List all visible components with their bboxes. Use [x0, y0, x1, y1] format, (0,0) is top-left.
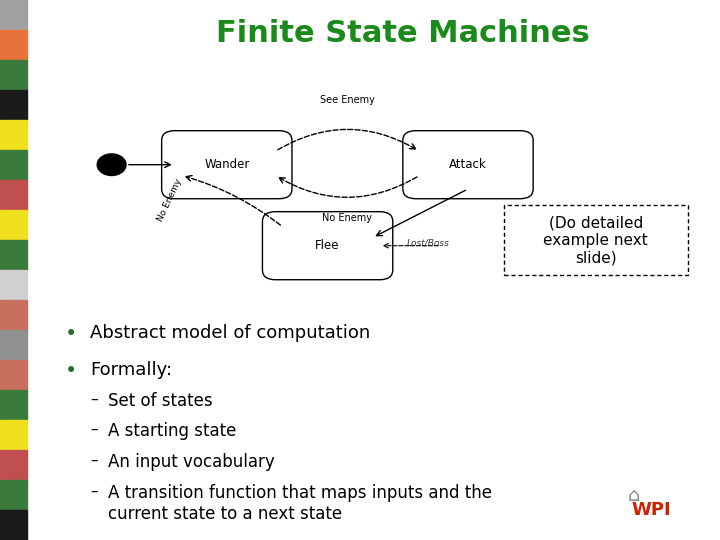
Bar — [0, 390, 27, 420]
FancyBboxPatch shape — [262, 212, 393, 280]
Text: A starting state: A starting state — [108, 422, 236, 440]
FancyBboxPatch shape — [403, 131, 533, 199]
Text: A transition function that maps inputs and the
current state to a next state: A transition function that maps inputs a… — [108, 484, 492, 523]
Bar — [0, 120, 27, 150]
Text: Attack: Attack — [449, 158, 487, 171]
Bar — [0, 300, 27, 330]
Text: Set of states: Set of states — [108, 392, 212, 409]
Text: –: – — [90, 392, 98, 407]
Bar — [0, 30, 27, 60]
FancyBboxPatch shape — [162, 131, 292, 199]
Bar — [0, 180, 27, 210]
FancyBboxPatch shape — [504, 205, 688, 275]
Bar — [0, 150, 27, 180]
Circle shape — [97, 154, 126, 176]
Text: Wander: Wander — [204, 158, 250, 171]
Bar — [0, 270, 27, 300]
Bar — [0, 510, 27, 540]
Text: WPI: WPI — [631, 502, 672, 519]
Bar — [0, 420, 27, 450]
Text: Lost/Boss: Lost/Boss — [407, 239, 450, 247]
Text: No Enemy: No Enemy — [156, 177, 183, 222]
Bar — [0, 480, 27, 510]
Bar — [0, 210, 27, 240]
Text: Abstract model of computation: Abstract model of computation — [90, 324, 370, 342]
Bar — [0, 0, 27, 30]
Bar — [0, 240, 27, 270]
Text: –: – — [90, 484, 98, 499]
Bar — [0, 330, 27, 360]
Text: See Enemy: See Enemy — [320, 95, 375, 105]
Text: An input vocabulary: An input vocabulary — [108, 453, 275, 471]
Text: –: – — [90, 453, 98, 468]
Bar — [0, 450, 27, 480]
Text: –: – — [90, 422, 98, 437]
Text: (Do detailed
example next
slide): (Do detailed example next slide) — [544, 215, 648, 265]
Bar — [0, 360, 27, 390]
Bar — [0, 60, 27, 90]
Text: •: • — [65, 361, 77, 381]
Text: Flee: Flee — [315, 239, 340, 252]
Text: No Enemy: No Enemy — [323, 213, 372, 224]
Text: ⌂: ⌂ — [627, 486, 640, 505]
Bar — [0, 90, 27, 120]
Text: Finite State Machines: Finite State Machines — [216, 19, 590, 48]
Text: Formally:: Formally: — [90, 361, 172, 379]
Text: •: • — [65, 324, 77, 344]
